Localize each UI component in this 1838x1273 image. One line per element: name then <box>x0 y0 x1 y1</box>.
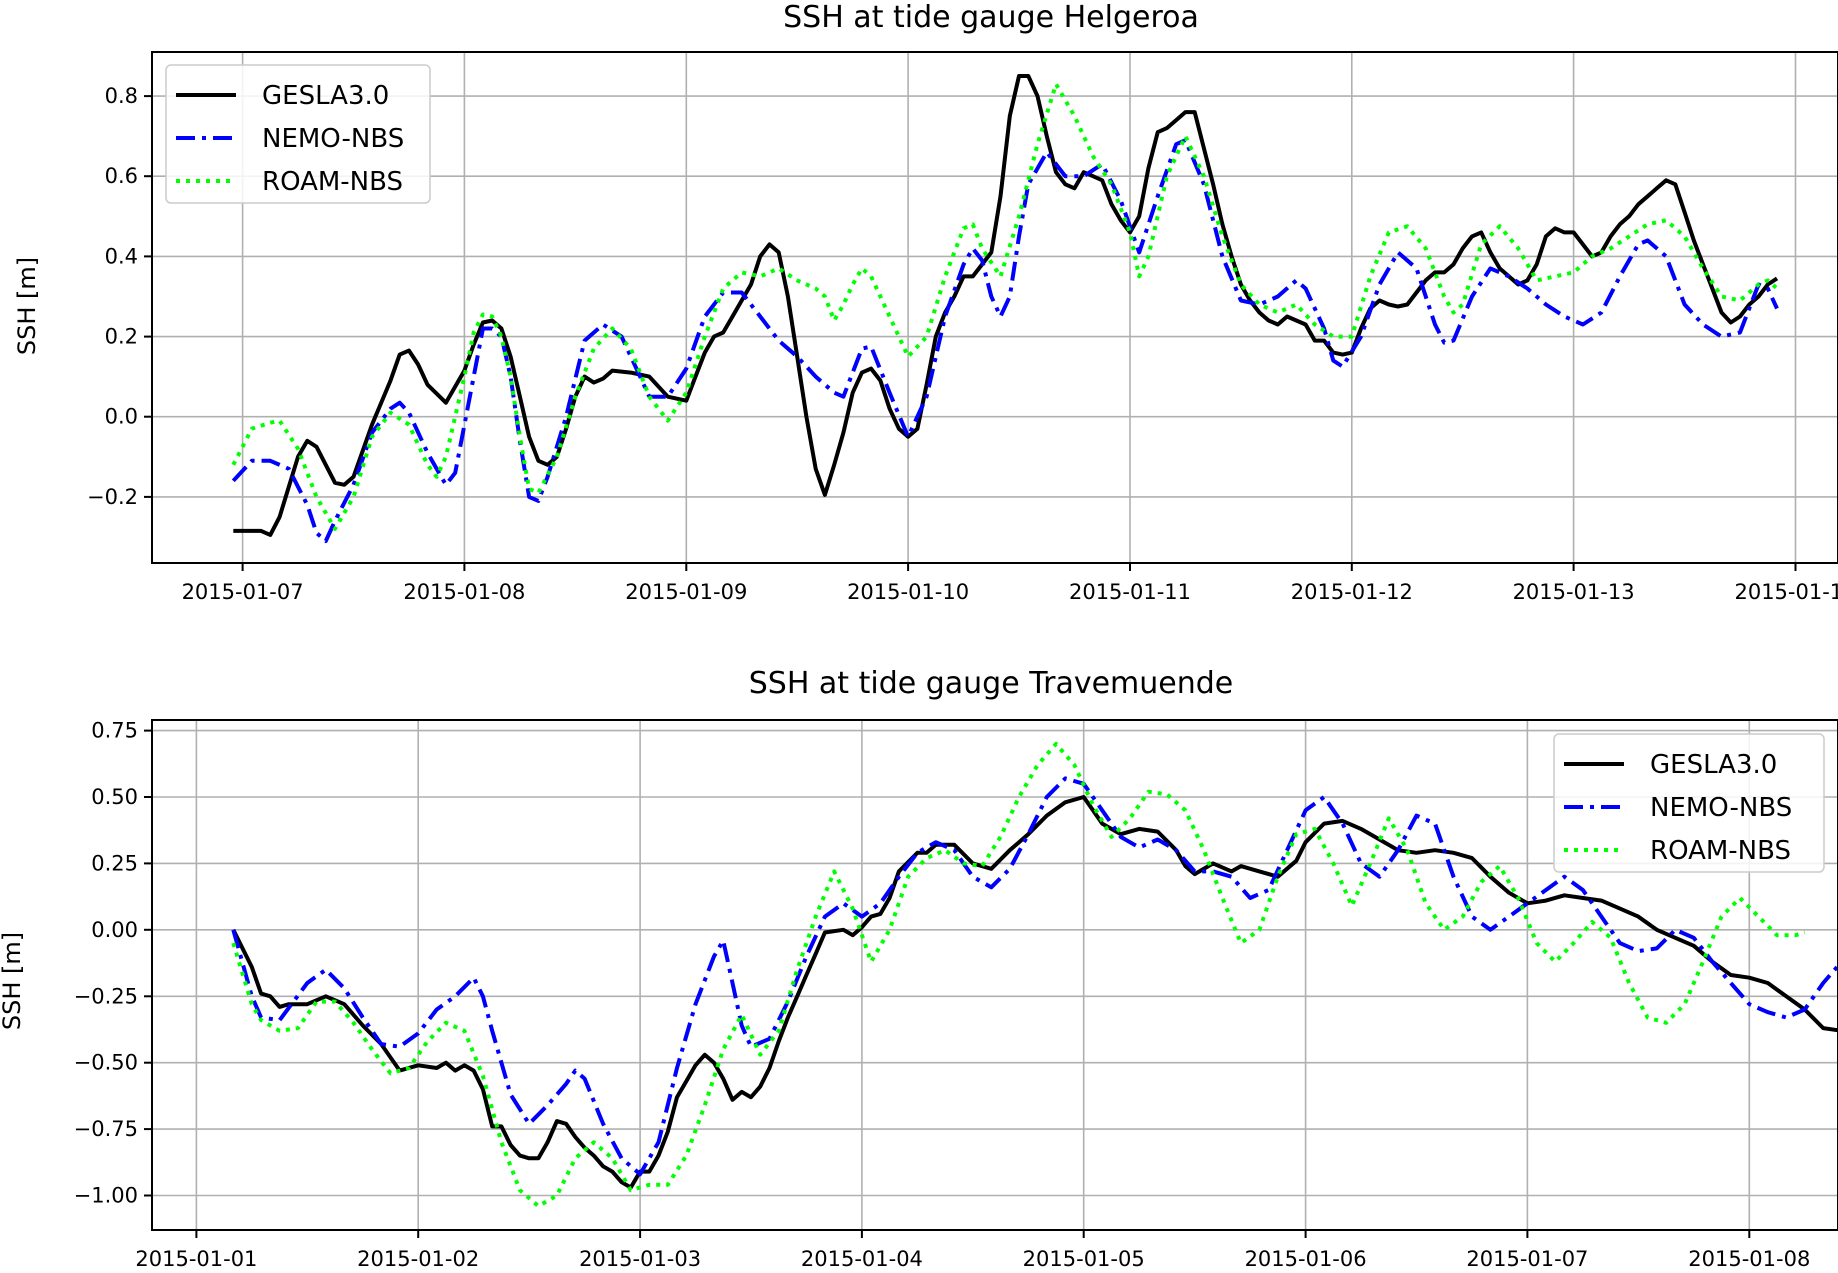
y-tick-label: 0.0 <box>105 405 138 429</box>
y-tick-label: 0.8 <box>105 84 138 108</box>
x-tick-label: 2015-01-13 <box>1513 580 1635 604</box>
y-tick-label: −0.75 <box>74 1117 138 1141</box>
legend-label: NEMO-NBS <box>1650 793 1792 823</box>
y-tick-label: 0.4 <box>105 244 138 268</box>
series-layer <box>231 74 1779 543</box>
legend: GESLA3.0 NEMO-NBS ROAM-NBS <box>165 64 431 204</box>
axes-frame <box>151 719 1838 1231</box>
x-tick-label: 2015-01-07 <box>1466 1247 1588 1271</box>
series-line-roam-nbs <box>231 741 1806 1209</box>
x-tick-label: 2015-01-12 <box>1291 580 1413 604</box>
x-tick-label: 2015-01-10 <box>847 580 969 604</box>
legend-box <box>165 64 431 204</box>
x-tick-label: 2015-01-08 <box>403 580 525 604</box>
y-tick-label: 0.75 <box>91 719 138 743</box>
legend-label: GESLA3.0 <box>262 81 389 111</box>
y-tick-label: 0.6 <box>105 164 138 188</box>
y-tick-label: −0.25 <box>74 984 138 1008</box>
series-line-nemo-nbs <box>231 776 1838 1177</box>
axes-frame <box>151 51 1838 564</box>
series-line-nemo-nbs <box>231 138 1779 543</box>
x-tick-label: 2015-01-14 <box>1734 580 1838 604</box>
x-axis: 2015-01-07 2015-01-08 2015-01-09 2015-01-10… <box>182 563 1838 604</box>
series-line-gesla3-0 <box>233 74 1779 537</box>
legend-label: ROAM-NBS <box>262 167 403 197</box>
y-tick-label: 0.50 <box>91 785 138 809</box>
x-tick-label: 2015-01-08 <box>1688 1247 1810 1271</box>
legend-box <box>1553 733 1825 873</box>
y-axis-label: SSH [m] <box>0 932 26 1030</box>
chart-title: SSH at tide gauge Helgeroa <box>783 0 1199 35</box>
legend: GESLA3.0 NEMO-NBS ROAM-NBS <box>1553 733 1825 873</box>
x-tick-label: 2015-01-03 <box>579 1247 701 1271</box>
chart-title: SSH at tide gauge Travemuende <box>749 666 1234 701</box>
series-layer <box>231 741 1838 1209</box>
series-line-roam-nbs <box>231 82 1779 531</box>
y-tick-label: 0.25 <box>91 851 138 875</box>
grid <box>152 52 1838 563</box>
y-tick-label: −0.50 <box>74 1051 138 1075</box>
x-tick-label: 2015-01-02 <box>357 1247 479 1271</box>
x-tick-label: 2015-01-05 <box>1023 1247 1145 1271</box>
chart-travemuende: SSH at tide gauge Travemuende SSH [m] 20… <box>0 666 1838 1271</box>
y-axis: −0.2 0.0 0.2 0.4 0.6 0.8 <box>87 84 152 509</box>
y-tick-label: 0.00 <box>91 918 138 942</box>
x-tick-label: 2015-01-07 <box>182 580 304 604</box>
x-tick-label: 2015-01-04 <box>801 1247 923 1271</box>
y-tick-label: −0.2 <box>87 485 138 509</box>
chart-helgeroa: SSH at tide gauge Helgeroa SSH [m] 2015-… <box>13 0 1838 604</box>
y-tick-label: −1.00 <box>74 1184 138 1208</box>
y-axis-label: SSH [m] <box>13 257 41 355</box>
y-axis: −1.00 −0.75 −0.50 −0.25 0.00 0.25 0.50 0.75 <box>74 719 152 1208</box>
x-tick-label: 2015-01-11 <box>1069 580 1191 604</box>
x-axis: 2015-01-01 2015-01-02 2015-01-03 2015-01-04… <box>135 1230 1810 1271</box>
legend-label: GESLA3.0 <box>1650 750 1777 780</box>
legend-label: NEMO-NBS <box>262 124 404 154</box>
legend-label: ROAM-NBS <box>1650 836 1791 866</box>
x-tick-label: 2015-01-09 <box>625 580 747 604</box>
y-tick-label: 0.2 <box>105 325 138 349</box>
x-tick-label: 2015-01-06 <box>1245 1247 1367 1271</box>
x-tick-label: 2015-01-01 <box>135 1247 257 1271</box>
